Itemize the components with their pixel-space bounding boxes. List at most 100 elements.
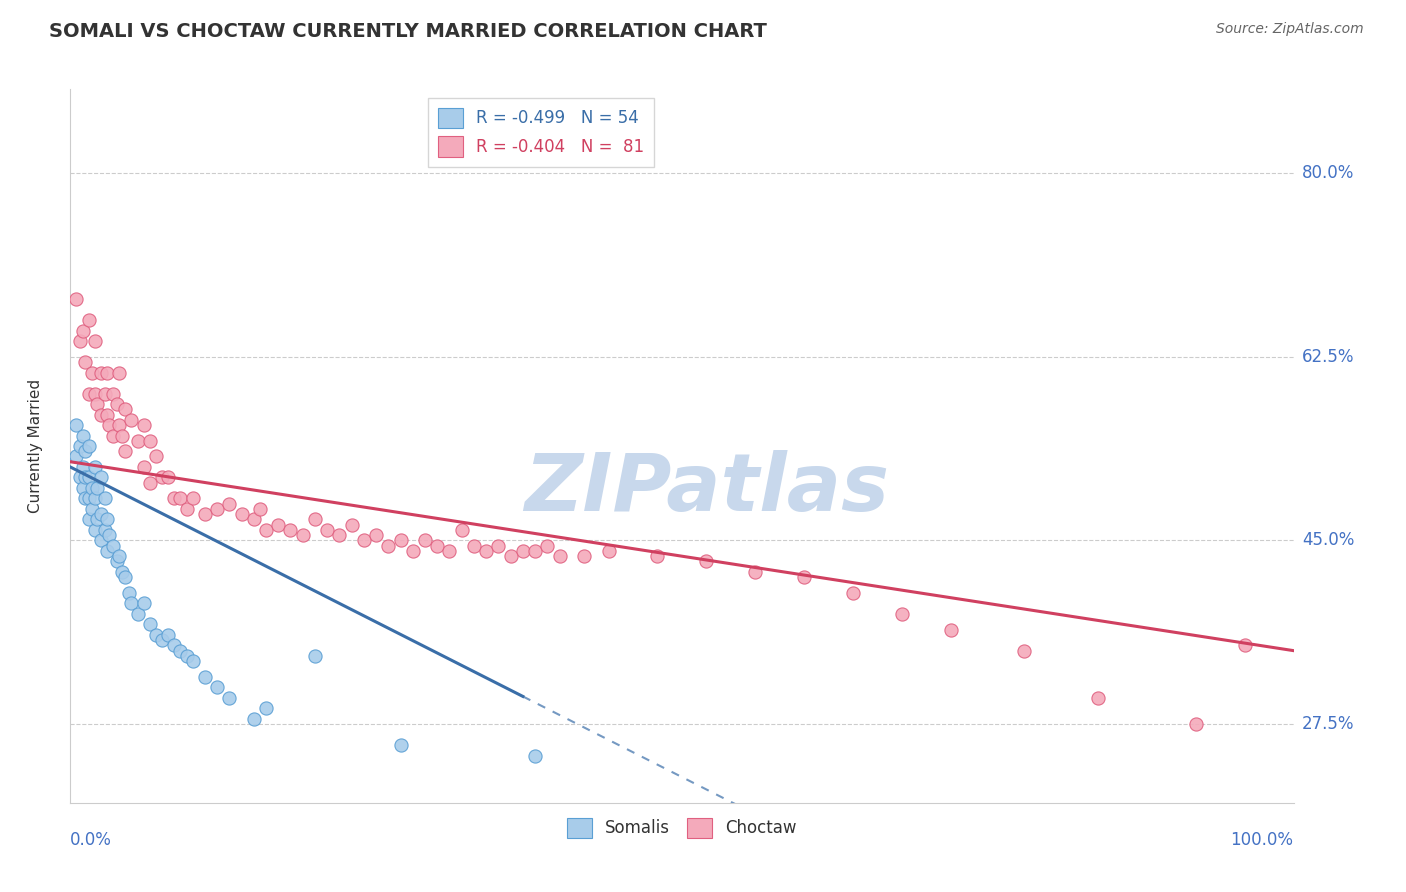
Point (218, 497, 240, 511)
Point (114, 570, 136, 584)
Point (280, 523, 302, 537)
Point (176, 648, 198, 663)
Point (512, 544, 534, 558)
Point (108, 549, 131, 564)
Point (163, 639, 186, 653)
Point (157, 470, 180, 484)
Point (96, 544, 118, 558)
Point (65, 450, 87, 464)
Point (389, 738, 412, 752)
Point (73, 491, 96, 506)
Point (181, 654, 204, 668)
Point (127, 607, 149, 621)
Point (83, 523, 105, 537)
Point (181, 491, 204, 506)
Point (93, 523, 115, 537)
Point (132, 417, 155, 432)
Point (98, 528, 121, 542)
Point (90, 470, 112, 484)
Point (82, 366, 104, 380)
Point (499, 549, 522, 564)
Point (450, 523, 472, 537)
Point (891, 607, 914, 621)
Text: 45.0%: 45.0% (1302, 532, 1354, 549)
Point (463, 539, 485, 553)
Point (108, 417, 131, 432)
Point (316, 523, 339, 537)
Point (127, 434, 149, 448)
Point (488, 539, 510, 553)
Point (98, 417, 121, 432)
Point (101, 428, 124, 442)
Point (548, 549, 571, 564)
Point (90, 533, 112, 548)
Point (101, 386, 124, 401)
Point (145, 450, 167, 464)
Point (72, 481, 94, 495)
Point (413, 533, 436, 548)
Point (169, 643, 191, 657)
Point (72, 460, 94, 475)
Point (695, 554, 717, 568)
Point (744, 565, 766, 579)
Text: 100.0%: 100.0% (1230, 830, 1294, 848)
Point (90, 408, 112, 422)
Point (366, 528, 388, 542)
Point (83, 386, 105, 401)
Point (291, 528, 314, 542)
Point (1087, 690, 1109, 705)
Point (150, 633, 173, 648)
Point (524, 544, 547, 558)
Point (65, 292, 87, 306)
Point (105, 554, 128, 568)
Point (108, 366, 131, 380)
Point (118, 586, 141, 600)
Point (121, 596, 143, 610)
Point (267, 517, 290, 532)
Point (69, 439, 91, 453)
Point (77, 470, 100, 484)
Point (83, 334, 105, 348)
Point (647, 549, 669, 564)
Text: Currently Married: Currently Married (28, 379, 44, 513)
Point (1014, 643, 1036, 657)
Point (77, 491, 100, 506)
Point (96, 512, 118, 526)
Point (939, 623, 962, 637)
Point (86, 481, 108, 495)
Point (72, 324, 94, 338)
Point (73, 470, 96, 484)
Point (77, 386, 100, 401)
Point (243, 712, 266, 726)
Point (231, 507, 253, 521)
Point (218, 690, 240, 705)
Point (194, 507, 217, 521)
Point (93, 491, 115, 506)
Text: 0.0%: 0.0% (70, 830, 112, 848)
Legend: Somalis, Choctaw: Somalis, Choctaw (557, 807, 807, 848)
Text: Source: ZipAtlas.com: Source: ZipAtlas.com (1216, 22, 1364, 37)
Point (254, 523, 277, 537)
Point (304, 648, 326, 663)
Point (475, 544, 498, 558)
Point (111, 428, 134, 442)
Point (111, 565, 134, 579)
Point (426, 539, 449, 553)
Text: ZIPatlas: ZIPatlas (524, 450, 889, 528)
Point (254, 701, 277, 715)
Point (105, 397, 128, 411)
Point (194, 670, 217, 684)
Point (72, 428, 94, 442)
Point (83, 460, 105, 475)
Point (328, 528, 350, 542)
Point (90, 507, 112, 521)
Point (598, 544, 620, 558)
Point (69, 334, 91, 348)
Point (114, 444, 136, 458)
Point (402, 544, 425, 558)
Point (163, 491, 186, 506)
Point (77, 439, 100, 453)
Point (77, 512, 100, 526)
Point (121, 413, 143, 427)
Point (169, 491, 191, 506)
